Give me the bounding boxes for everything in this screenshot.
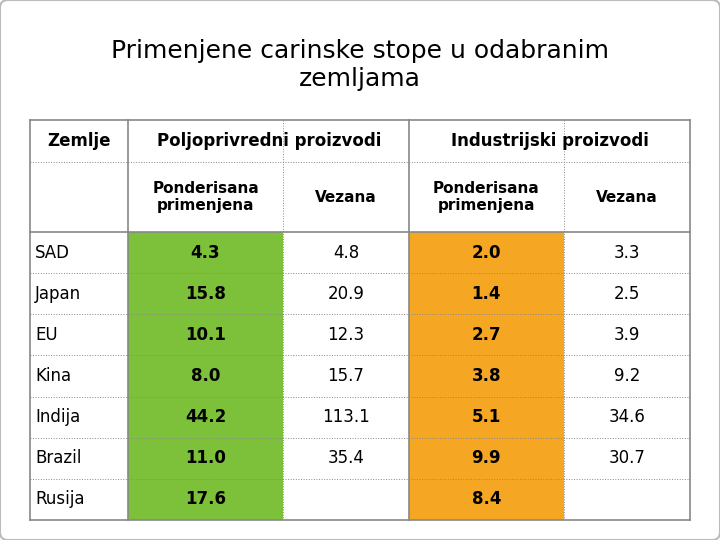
Text: 2.0: 2.0 — [472, 244, 501, 261]
Text: 8.4: 8.4 — [472, 490, 501, 509]
Bar — [30, 396, 128, 438]
Text: 2.7: 2.7 — [472, 326, 501, 344]
Text: SAD: SAD — [35, 244, 70, 261]
Bar — [564, 355, 690, 396]
Bar — [283, 232, 409, 273]
Bar — [283, 438, 409, 479]
Text: 12.3: 12.3 — [328, 326, 364, 344]
Text: Poljoprivredni proizvodi: Poljoprivredni proizvodi — [156, 132, 381, 150]
Text: 3.8: 3.8 — [472, 367, 501, 385]
Text: 34.6: 34.6 — [608, 408, 645, 426]
Bar — [128, 232, 283, 273]
Bar — [409, 479, 564, 520]
Bar — [564, 232, 690, 273]
Bar — [128, 438, 283, 479]
Bar — [564, 162, 690, 232]
Text: EU: EU — [35, 326, 58, 344]
Text: 4.3: 4.3 — [191, 244, 220, 261]
Bar — [409, 355, 564, 396]
Text: 30.7: 30.7 — [608, 449, 645, 467]
Text: 10.1: 10.1 — [185, 326, 226, 344]
Text: Ponderisana
primenjena: Ponderisana primenjena — [152, 181, 259, 213]
Bar — [128, 162, 283, 232]
Text: 15.7: 15.7 — [328, 367, 364, 385]
Bar — [128, 314, 283, 355]
Bar — [30, 273, 128, 314]
Bar — [409, 396, 564, 438]
Text: Industrijski proizvodi: Industrijski proizvodi — [451, 132, 649, 150]
Text: 9.9: 9.9 — [472, 449, 501, 467]
Bar — [30, 120, 128, 162]
Text: Japan: Japan — [35, 285, 81, 303]
Bar — [283, 396, 409, 438]
Text: 9.2: 9.2 — [613, 367, 640, 385]
Text: 11.0: 11.0 — [185, 449, 226, 467]
Text: 8.0: 8.0 — [191, 367, 220, 385]
Text: 2.5: 2.5 — [613, 285, 640, 303]
Text: 5.1: 5.1 — [472, 408, 501, 426]
Bar — [283, 355, 409, 396]
Bar — [128, 396, 283, 438]
Bar — [283, 162, 409, 232]
Bar — [564, 438, 690, 479]
Bar — [30, 479, 128, 520]
Text: 3.9: 3.9 — [613, 326, 640, 344]
Text: 17.6: 17.6 — [185, 490, 226, 509]
Bar — [30, 355, 128, 396]
Bar — [128, 479, 283, 520]
Bar — [30, 162, 128, 232]
Bar — [409, 273, 564, 314]
Text: Ponderisana
primenjena: Ponderisana primenjena — [433, 181, 540, 213]
Text: Brazil: Brazil — [35, 449, 81, 467]
Bar — [564, 479, 690, 520]
Text: 1.4: 1.4 — [472, 285, 501, 303]
Text: 44.2: 44.2 — [185, 408, 226, 426]
Bar — [283, 314, 409, 355]
Text: Primenjene carinske stope u odabranim
zemljama: Primenjene carinske stope u odabranim ze… — [111, 39, 609, 91]
Text: 35.4: 35.4 — [328, 449, 364, 467]
Bar — [128, 355, 283, 396]
Bar — [283, 273, 409, 314]
Text: 20.9: 20.9 — [328, 285, 364, 303]
Bar — [409, 120, 690, 162]
Text: Indija: Indija — [35, 408, 80, 426]
Bar — [409, 314, 564, 355]
Text: 15.8: 15.8 — [185, 285, 226, 303]
Bar — [409, 162, 564, 232]
Bar — [30, 438, 128, 479]
Text: Vezana: Vezana — [596, 190, 657, 205]
Bar — [30, 314, 128, 355]
Bar — [283, 479, 409, 520]
Bar — [409, 438, 564, 479]
Bar — [409, 232, 564, 273]
Bar — [128, 273, 283, 314]
Text: Zemlje: Zemlje — [48, 132, 111, 150]
Text: 113.1: 113.1 — [322, 408, 370, 426]
Text: 4.8: 4.8 — [333, 244, 359, 261]
Text: Kina: Kina — [35, 367, 71, 385]
Bar — [128, 120, 409, 162]
Bar — [564, 314, 690, 355]
Text: 3.3: 3.3 — [613, 244, 640, 261]
Text: Vezana: Vezana — [315, 190, 377, 205]
Bar — [564, 273, 690, 314]
Bar — [30, 232, 128, 273]
Bar — [564, 396, 690, 438]
Text: Rusija: Rusija — [35, 490, 84, 509]
